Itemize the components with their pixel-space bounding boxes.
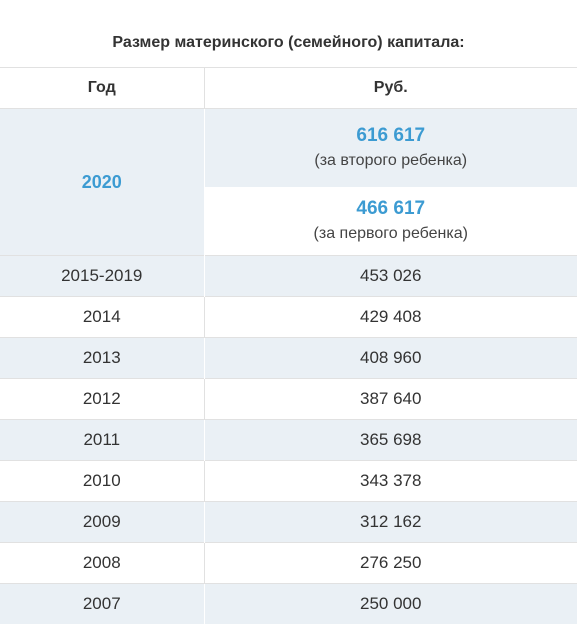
- row-amount: 408 960: [204, 337, 577, 379]
- highlight-row-first-child: 466 617 (за первого ребенка): [0, 187, 577, 256]
- first-child-note: (за первого ребенка): [313, 225, 468, 242]
- row-amount: 343 378: [204, 460, 577, 502]
- table-header-row: Год Руб.: [0, 67, 577, 109]
- row-year: 2015-2019: [0, 255, 205, 297]
- maternity-capital-table: Год Руб. 2020 616 617 (за второго ребенк…: [0, 67, 577, 624]
- row-year: 2013: [0, 337, 205, 379]
- row-amount: 387 640: [204, 378, 577, 420]
- table-row: 2015-2019 453 026: [0, 255, 577, 297]
- second-child-amount: 616 617: [356, 125, 426, 146]
- second-child-note: (за второго ребенка): [314, 152, 468, 169]
- table-row: 2010 343 378: [0, 460, 577, 502]
- header-amount: Руб.: [204, 67, 577, 109]
- first-child-cell: 466 617 (за первого ребенка): [203, 187, 577, 256]
- row-amount: 250 000: [204, 583, 577, 624]
- table-row: 2007 250 000: [0, 583, 577, 624]
- table-row: 2009 312 162: [0, 501, 577, 543]
- row-year: 2012: [0, 378, 205, 420]
- table-row: 2013 408 960: [0, 337, 577, 379]
- row-amount: 429 408: [204, 296, 577, 338]
- table-row: 2011 365 698: [0, 419, 577, 461]
- table-row: 2014 429 408: [0, 296, 577, 338]
- table-row: 2012 387 640: [0, 378, 577, 420]
- row-year: 2007: [0, 583, 205, 624]
- row-year: 2009: [0, 501, 205, 543]
- row-amount: 453 026: [204, 255, 577, 297]
- highlight-row-second-child: 2020 616 617 (за второго ребенка): [0, 108, 577, 256]
- row-year: 2011: [0, 419, 205, 461]
- row-amount: 312 162: [204, 501, 577, 543]
- row-year: 2008: [0, 542, 205, 584]
- highlight-year: 2020: [0, 108, 205, 256]
- row-year: 2010: [0, 460, 205, 502]
- second-child-cell: 616 617 (за второго ребенка): [204, 108, 577, 187]
- row-year: 2014: [0, 296, 205, 338]
- table-caption: Размер материнского (семейного) капитала…: [112, 34, 465, 51]
- header-year: Год: [0, 67, 205, 109]
- row-amount: 276 250: [204, 542, 577, 584]
- table-row: 2008 276 250: [0, 542, 577, 584]
- first-child-amount: 466 617: [356, 198, 426, 219]
- row-amount: 365 698: [204, 419, 577, 461]
